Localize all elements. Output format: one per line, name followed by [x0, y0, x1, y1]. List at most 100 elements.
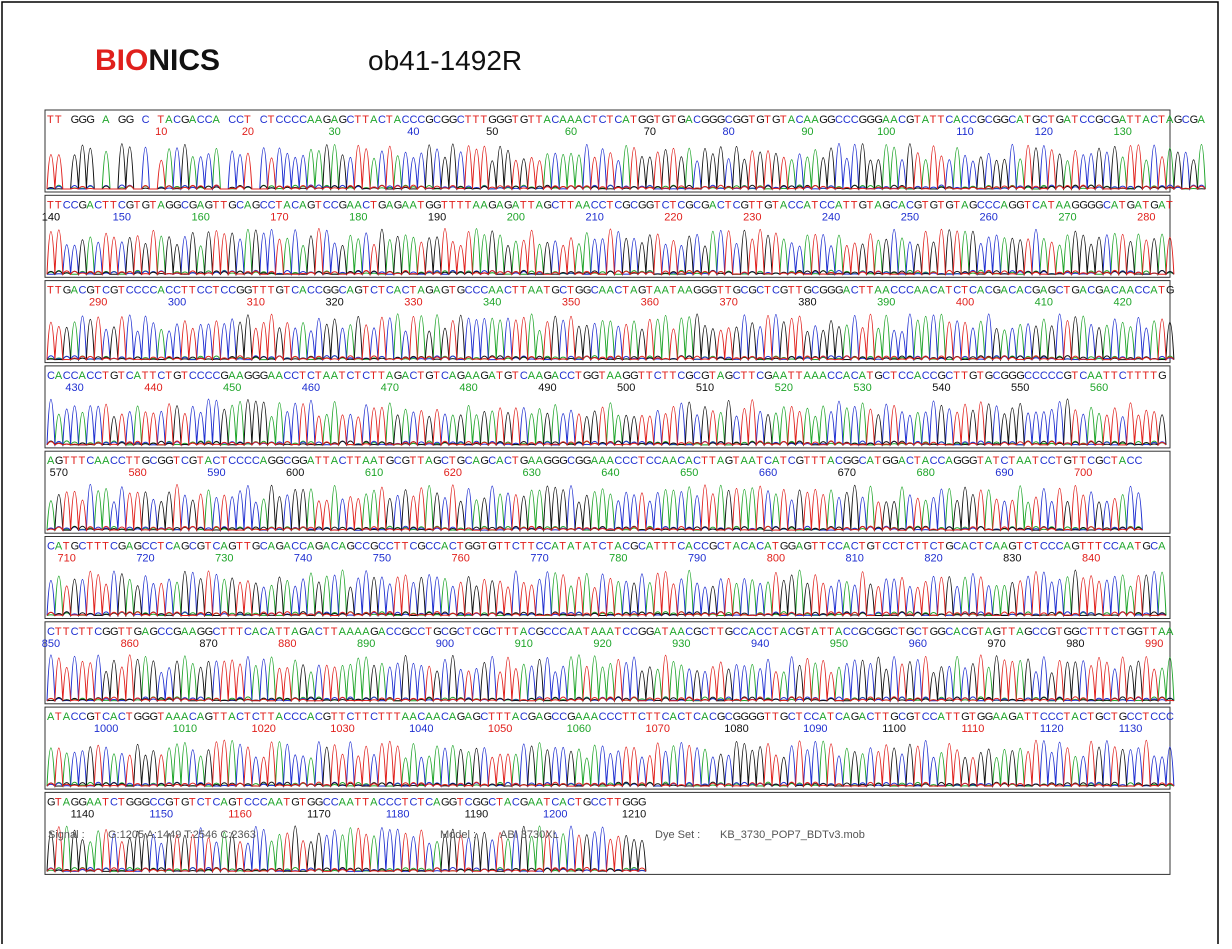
sequence: TTGACGTCGTCCCCACCTTCCTCCGGTTTGTCACCGGCAG… — [47, 285, 1175, 297]
position: 770 — [530, 553, 548, 565]
position: 600 — [286, 467, 304, 479]
position: 810 — [846, 553, 864, 565]
position: 930 — [672, 638, 690, 650]
position: 720 — [136, 553, 154, 565]
position: 260 — [980, 211, 998, 223]
position: 1170 — [307, 808, 331, 820]
position: 1050 — [488, 723, 512, 735]
position: 1010 — [173, 723, 197, 735]
position: 150 — [113, 211, 131, 223]
position: 440 — [144, 382, 162, 394]
position: 380 — [798, 297, 816, 309]
sequence: CACCACCTGTCATTCTGTCCCCGAAGGGAACCTCTAATCT… — [47, 370, 1167, 382]
position: 940 — [751, 638, 769, 650]
position: 250 — [901, 211, 919, 223]
position: 140 — [42, 211, 60, 223]
position: 80 — [723, 126, 735, 138]
position: 50 — [486, 126, 498, 138]
trace — [47, 655, 1174, 701]
position: 280 — [1137, 211, 1155, 223]
trace — [47, 145, 1205, 189]
position: 230 — [743, 211, 761, 223]
position: 1060 — [567, 723, 591, 735]
position: 1070 — [645, 723, 669, 735]
title: ob41-1492R — [368, 45, 522, 76]
position: 1210 — [622, 808, 646, 820]
position: 120 — [1035, 126, 1053, 138]
position: 860 — [121, 638, 139, 650]
position: 570 — [50, 467, 68, 479]
sequence: CTTCTTCGGTTGAGCCGAAGGCTTTCACATTAGACTTAAA… — [47, 626, 1174, 638]
position: 470 — [381, 382, 399, 394]
dye: KB_3730_POP7_BDTv3.mob — [720, 829, 865, 841]
position: 70 — [644, 126, 656, 138]
position: 840 — [1082, 553, 1100, 565]
position: 670 — [838, 467, 856, 479]
position: 790 — [688, 553, 706, 565]
position: 610 — [365, 467, 383, 479]
trace — [47, 742, 1174, 787]
position: 60 — [565, 126, 577, 138]
trace — [47, 740, 1174, 786]
position: 620 — [444, 467, 462, 479]
panel: CTTCTTCGGTTGAGCCGAAGGCTTTCACATTAGACTTAAA… — [42, 622, 1174, 704]
position: 520 — [775, 382, 793, 394]
position: 400 — [956, 297, 974, 309]
position: 1040 — [409, 723, 433, 735]
position: 690 — [995, 467, 1013, 479]
position: 640 — [601, 467, 619, 479]
position: 160 — [191, 211, 209, 223]
position: 910 — [515, 638, 533, 650]
position: 1200 — [543, 808, 567, 820]
signal-label: Signal : — [48, 829, 85, 841]
position: 850 — [42, 638, 60, 650]
position: 30 — [329, 126, 341, 138]
position: 410 — [1035, 297, 1053, 309]
position: 510 — [696, 382, 714, 394]
position: 730 — [215, 553, 233, 565]
position: 390 — [877, 297, 895, 309]
position: 200 — [507, 211, 525, 223]
trace — [47, 229, 1174, 275]
position: 1020 — [251, 723, 275, 735]
position: 100 — [877, 126, 895, 138]
trace — [47, 740, 1174, 786]
trace — [47, 741, 1174, 787]
panel: CACCACCTGTCATTCTGTCCCCGAAGGGAACCTCTAATCT… — [45, 366, 1170, 448]
position: 300 — [168, 297, 186, 309]
position: 1180 — [386, 808, 410, 820]
position: 870 — [199, 638, 217, 650]
position: 310 — [247, 297, 265, 309]
position: 550 — [1011, 382, 1029, 394]
position: 170 — [270, 211, 288, 223]
model-label: Model : — [440, 829, 476, 841]
position: 1110 — [962, 723, 985, 735]
position: 700 — [1074, 467, 1092, 479]
position: 680 — [916, 467, 934, 479]
position: 1080 — [724, 723, 748, 735]
position: 190 — [428, 211, 446, 223]
page: {"header": {"brand_red": "BIO", "brand_b… — [0, 0, 1232, 944]
trace — [47, 229, 1174, 275]
position: 130 — [1113, 126, 1131, 138]
position: 950 — [830, 638, 848, 650]
position: 530 — [853, 382, 871, 394]
position: 630 — [522, 467, 540, 479]
position: 970 — [987, 638, 1005, 650]
position: 780 — [609, 553, 627, 565]
brand-black: NICS — [148, 44, 220, 77]
position: 500 — [617, 382, 635, 394]
position: 1140 — [71, 808, 95, 820]
position: 270 — [1058, 211, 1076, 223]
position: 210 — [585, 211, 603, 223]
document: BIONICS ob41-1492R TT GGG A GG C TACGACC… — [0, 0, 1232, 944]
position: 320 — [325, 297, 343, 309]
position: 800 — [767, 553, 785, 565]
position: 1090 — [803, 723, 827, 735]
panel: ATACCGTCACTGGGTAAACAGTTACTCTTACCCACGTTCT… — [45, 707, 1174, 789]
position: 1120 — [1040, 723, 1064, 735]
position: 660 — [759, 467, 777, 479]
sequence: AGTTTCAACCTTGCGGTCGTACTCCCCAGGCGGATTACTT… — [47, 455, 1142, 467]
position: 710 — [58, 553, 76, 565]
signal: G:1205 A:1449 T:2546 C:2363 — [108, 829, 256, 841]
